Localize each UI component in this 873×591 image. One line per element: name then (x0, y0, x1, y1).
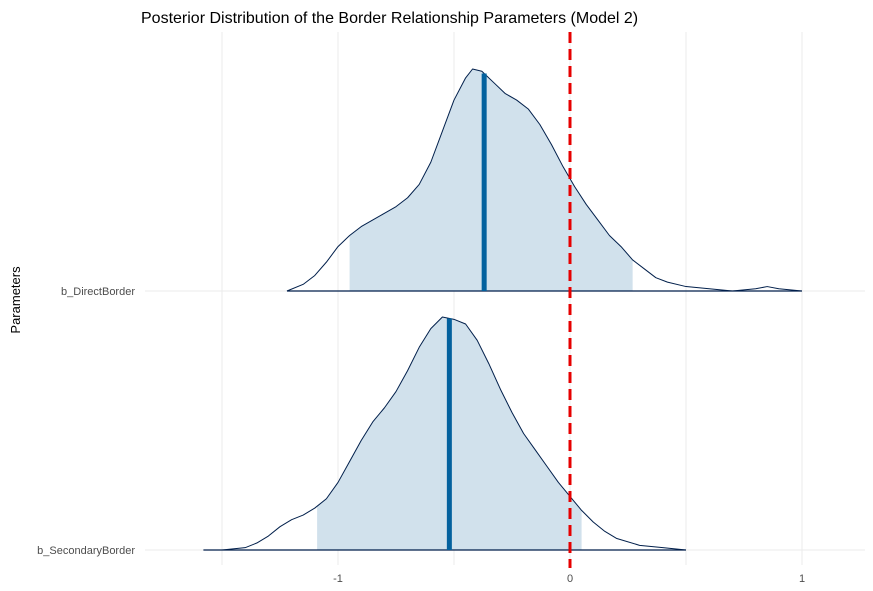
y-axis-title: Parameters (8, 266, 23, 334)
x-tick-label: 0 (567, 573, 573, 585)
y-tick-label: b_SecondaryBorder (37, 545, 135, 557)
x-tick-label: 1 (799, 573, 805, 585)
axis-labels: b_DirectBorder b_SecondaryBorder -1 0 1 (37, 286, 805, 585)
chart-title: Posterior Distribution of the Border Rel… (141, 10, 638, 27)
density-curve (203, 316, 687, 551)
y-tick-label: b_DirectBorder (61, 286, 135, 298)
density-curve (286, 68, 803, 292)
x-tick-label: -1 (333, 573, 343, 585)
interval-area (349, 69, 633, 291)
ridges (203, 68, 803, 551)
